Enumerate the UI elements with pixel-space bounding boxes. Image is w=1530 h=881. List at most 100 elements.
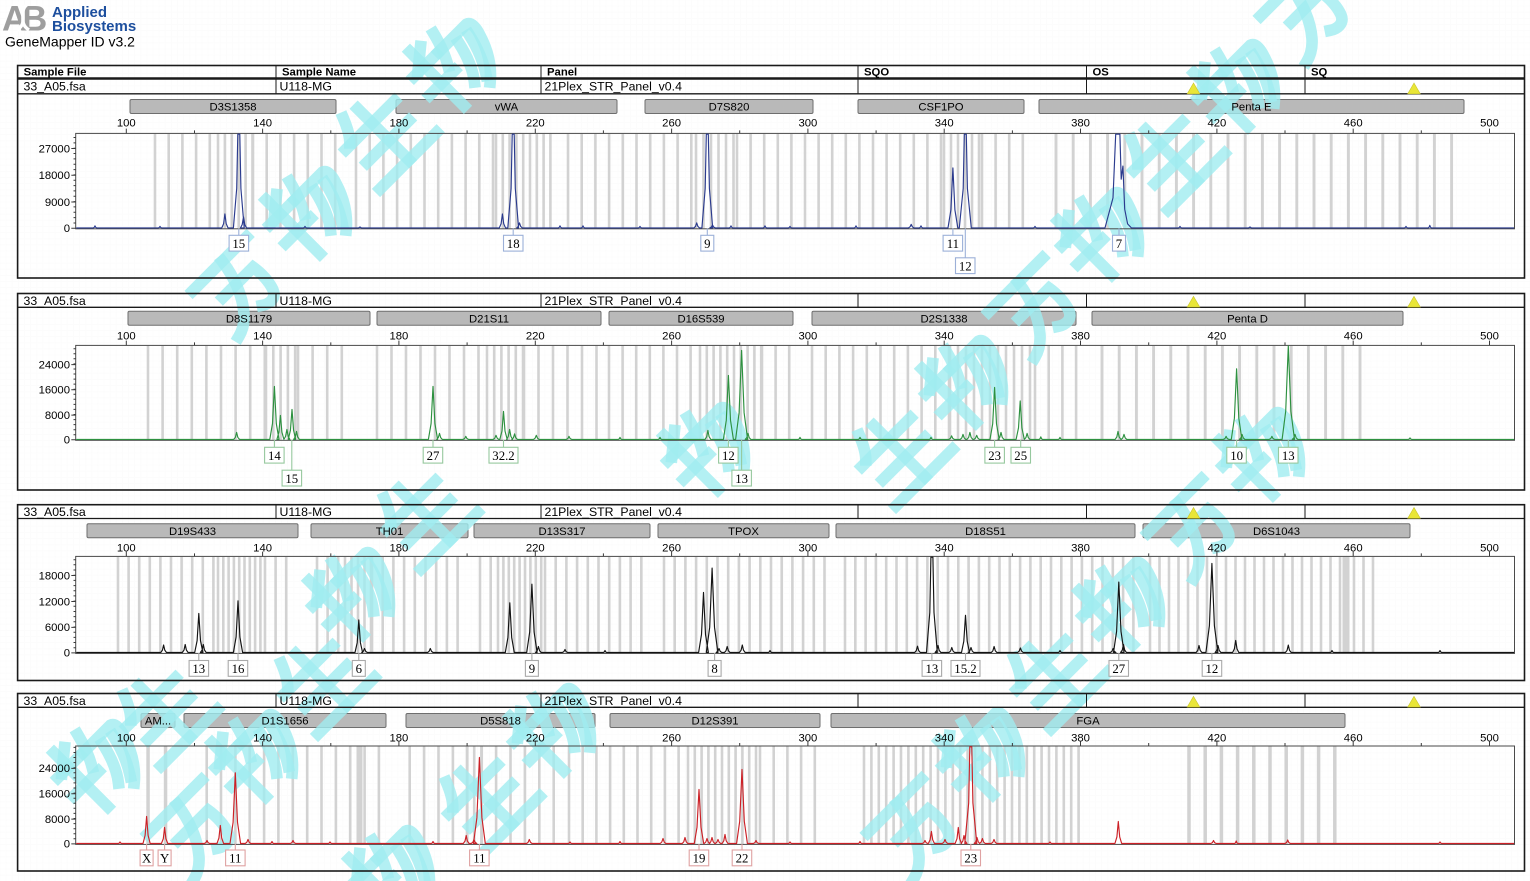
svg-text:180: 180: [389, 118, 408, 130]
svg-text:18000: 18000: [39, 570, 70, 582]
svg-text:15.2: 15.2: [954, 662, 976, 676]
svg-text:15: 15: [285, 472, 298, 486]
svg-text:6: 6: [356, 662, 363, 676]
svg-text:33_A05.fsa: 33_A05.fsa: [24, 505, 86, 519]
svg-text:33_A05.fsa: 33_A05.fsa: [24, 294, 86, 308]
svg-text:500: 500: [1480, 331, 1499, 343]
svg-text:14: 14: [268, 449, 281, 463]
svg-text:21Plex_STR_Panel_v0.4: 21Plex_STR_Panel_v0.4: [545, 505, 683, 519]
svg-text:32.2: 32.2: [492, 449, 514, 463]
svg-text:AM...: AM...: [145, 716, 171, 728]
svg-text:27000: 27000: [39, 143, 70, 155]
svg-text:D13S317: D13S317: [538, 526, 585, 538]
svg-text:vWA: vWA: [495, 102, 519, 114]
svg-text:U118-MG: U118-MG: [280, 505, 332, 519]
svg-text:U118-MG: U118-MG: [280, 80, 332, 94]
svg-text:13: 13: [926, 662, 939, 676]
svg-text:D12S391: D12S391: [691, 716, 738, 728]
svg-text:D5S818: D5S818: [480, 716, 521, 728]
svg-text:140: 140: [253, 543, 272, 555]
svg-text:12: 12: [722, 449, 735, 463]
svg-text:260: 260: [662, 733, 681, 745]
svg-text:260: 260: [662, 331, 681, 343]
svg-text:U118-MG: U118-MG: [280, 694, 332, 708]
svg-text:300: 300: [798, 331, 817, 343]
svg-text:19: 19: [693, 852, 706, 866]
svg-text:OS: OS: [1093, 67, 1110, 79]
svg-text:23: 23: [988, 449, 1001, 463]
svg-text:18000: 18000: [39, 170, 70, 182]
svg-text:9000: 9000: [45, 197, 70, 209]
svg-text:D18S51: D18S51: [965, 526, 1006, 538]
svg-text:100: 100: [117, 543, 136, 555]
svg-text:380: 380: [1071, 118, 1090, 130]
svg-text:460: 460: [1344, 118, 1363, 130]
svg-text:U118-MG: U118-MG: [280, 294, 332, 308]
svg-text:0: 0: [64, 223, 70, 235]
svg-text:460: 460: [1344, 331, 1363, 343]
svg-text:300: 300: [798, 543, 817, 555]
svg-text:21Plex_STR_Panel_v0.4: 21Plex_STR_Panel_v0.4: [545, 80, 683, 94]
svg-text:22: 22: [736, 852, 749, 866]
svg-text:500: 500: [1480, 733, 1499, 745]
svg-text:D16S539: D16S539: [677, 313, 724, 325]
svg-text:260: 260: [662, 543, 681, 555]
svg-text:300: 300: [798, 118, 817, 130]
svg-text:15: 15: [232, 237, 245, 251]
svg-text:260: 260: [662, 118, 681, 130]
svg-text:380: 380: [1071, 733, 1090, 745]
svg-text:8000: 8000: [45, 410, 70, 422]
svg-text:380: 380: [1071, 543, 1090, 555]
svg-text:Applied: Applied: [52, 4, 107, 21]
svg-text:12000: 12000: [39, 596, 70, 608]
svg-text:140: 140: [253, 118, 272, 130]
svg-text:300: 300: [798, 733, 817, 745]
svg-text:TH01: TH01: [376, 526, 404, 538]
svg-text:D21S11: D21S11: [469, 313, 509, 325]
svg-text:16000: 16000: [39, 385, 70, 397]
svg-text:33_A05.fsa: 33_A05.fsa: [24, 80, 86, 94]
svg-text:GeneMapper ID v3.2: GeneMapper ID v3.2: [5, 34, 135, 50]
svg-text:24000: 24000: [39, 359, 70, 371]
svg-text:TPOX: TPOX: [728, 526, 759, 538]
svg-text:10: 10: [1230, 449, 1243, 463]
svg-text:D2S1338: D2S1338: [920, 313, 967, 325]
svg-text:340: 340: [935, 733, 954, 745]
svg-text:SQO: SQO: [864, 67, 889, 79]
svg-text:SQ: SQ: [1311, 67, 1328, 79]
svg-text:180: 180: [389, 733, 408, 745]
svg-text:6000: 6000: [45, 622, 70, 634]
svg-text:340: 340: [935, 543, 954, 555]
svg-text:FGA: FGA: [1076, 716, 1100, 728]
svg-text:500: 500: [1480, 543, 1499, 555]
svg-text:140: 140: [253, 733, 272, 745]
svg-text:13: 13: [735, 472, 748, 486]
svg-text:0: 0: [64, 648, 70, 660]
svg-text:13: 13: [1282, 449, 1295, 463]
svg-text:180: 180: [389, 543, 408, 555]
svg-text:460: 460: [1344, 733, 1363, 745]
svg-text:420: 420: [1207, 331, 1226, 343]
svg-text:8000: 8000: [45, 814, 70, 826]
svg-text:140: 140: [253, 331, 272, 343]
svg-text:12: 12: [959, 259, 972, 273]
svg-text:7: 7: [1116, 237, 1123, 251]
svg-text:X: X: [142, 852, 152, 866]
svg-text:Penta E: Penta E: [1231, 102, 1272, 114]
svg-text:24000: 24000: [39, 763, 70, 775]
svg-text:21Plex_STR_Panel_v0.4: 21Plex_STR_Panel_v0.4: [545, 694, 683, 708]
svg-text:9: 9: [529, 662, 535, 676]
svg-text:100: 100: [117, 118, 136, 130]
svg-text:D7S820: D7S820: [709, 102, 750, 114]
svg-text:220: 220: [526, 118, 545, 130]
svg-text:Sample File: Sample File: [24, 67, 87, 79]
svg-text:180: 180: [389, 331, 408, 343]
svg-text:27: 27: [427, 449, 440, 463]
svg-text:D1S1656: D1S1656: [261, 716, 308, 728]
svg-text:Sample Name: Sample Name: [282, 67, 356, 79]
svg-text:8: 8: [711, 662, 717, 676]
svg-text:16000: 16000: [39, 789, 70, 801]
svg-text:Y: Y: [160, 852, 169, 866]
svg-text:21Plex_STR_Panel_v0.4: 21Plex_STR_Panel_v0.4: [545, 294, 683, 308]
svg-text:16: 16: [232, 662, 245, 676]
